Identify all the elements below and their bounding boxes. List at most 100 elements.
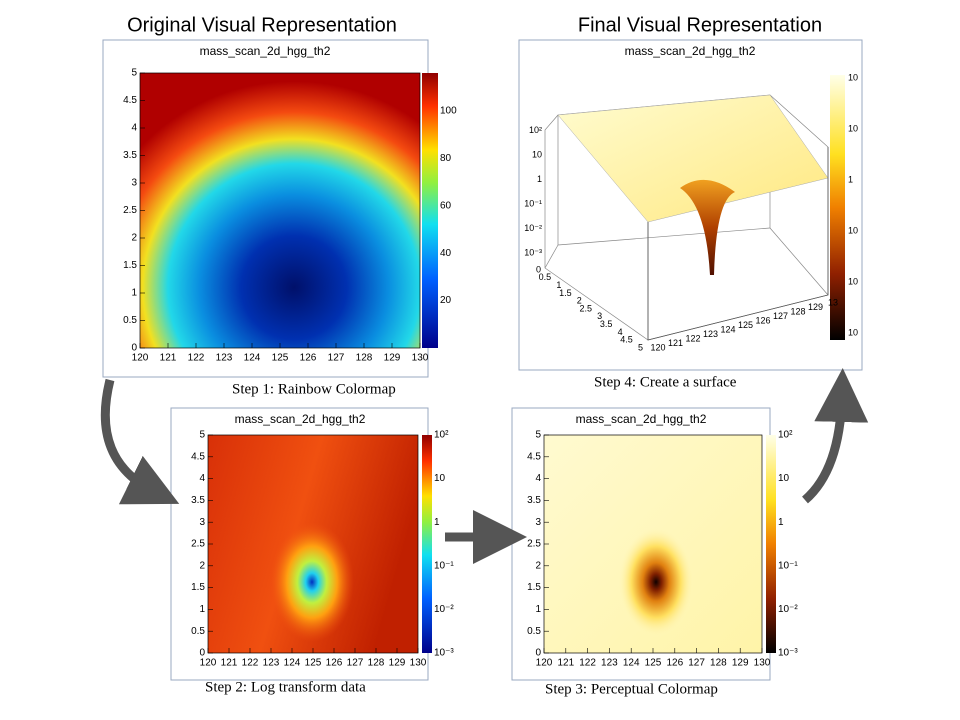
caption: Step 1: Rainbow Colormap	[232, 381, 396, 397]
colorbar	[830, 75, 845, 340]
x-tick-label: 127	[688, 658, 705, 669]
colorbar-label: 10	[778, 473, 790, 484]
colorbar-label: 10²	[778, 430, 793, 441]
y-tick-label: 4.5	[620, 335, 633, 345]
z-tick-label: 10²	[529, 125, 542, 135]
x-tick-label: 123	[263, 658, 280, 669]
panel-title: mass_scan_2d_hgg_th2	[235, 412, 366, 426]
colorbar-label: 10	[848, 123, 858, 133]
x-tick-label: 121	[160, 353, 177, 364]
y-tick-label: 1	[556, 280, 561, 290]
y-tick-label: 0	[535, 648, 541, 659]
colorbar-label: 10	[848, 225, 858, 235]
arrow	[801, 368, 869, 504]
heatmap	[140, 73, 420, 348]
x-tick-label: 120	[200, 658, 217, 669]
z-tick-label: 10⁻³	[524, 247, 542, 257]
colorbar-label: 1	[778, 517, 784, 528]
y-tick-label: 4.5	[123, 95, 137, 106]
colorbar-label: 10⁻³	[778, 648, 798, 659]
panel-title: mass_scan_2d_hgg_th2	[625, 44, 756, 58]
y-tick-label: 3.5	[600, 319, 613, 329]
x-tick-label: 127	[328, 353, 345, 364]
x-tick-label: 129	[732, 658, 749, 669]
y-tick-label: 1	[131, 288, 137, 299]
y-tick-label: 4.5	[191, 451, 205, 462]
colorbar-label: 10	[848, 72, 858, 82]
x-tick-label: 120	[536, 658, 553, 669]
colorbar-label: 1	[434, 517, 440, 528]
y-tick-label: 5	[638, 342, 643, 352]
x-tick-label: 120	[650, 342, 665, 352]
y-tick-label: 5	[199, 430, 205, 441]
y-tick-label: 2.5	[527, 539, 541, 550]
colorbar-label: 10	[434, 473, 446, 484]
labels: mass_scan_2d_hgg_th2 Step 1: Rainbow Colo…	[123, 44, 858, 697]
y-tick-label: 0	[131, 343, 137, 354]
x-tick-label: 124	[720, 324, 735, 334]
x-tick-label: 123	[216, 353, 233, 364]
box-front	[647, 147, 829, 341]
x-tick-label: 122	[579, 658, 596, 669]
panel-title: mass_scan_2d_hgg_th2	[200, 44, 331, 58]
caption: Step 2: Log transform data	[205, 679, 366, 695]
y-tick-label: 1	[535, 604, 541, 615]
colorbar-label: 10²	[434, 430, 449, 441]
caption: Step 3: Perceptual Colormap	[545, 681, 718, 697]
colorbar	[422, 435, 432, 653]
x-tick-label: 120	[132, 353, 149, 364]
x-tick-label: 130	[412, 353, 429, 364]
arrow	[100, 378, 180, 505]
y-tick-label: 4	[618, 327, 623, 337]
y-tick-label: 3.5	[191, 495, 205, 506]
y-tick-label: 1.5	[191, 582, 205, 593]
colorbar-label: 10⁻²	[434, 604, 454, 615]
x-tick-label: 126	[666, 658, 683, 669]
y-tick-label: 2	[577, 296, 582, 306]
colorbar-label: 100	[440, 106, 457, 117]
x-tick-label: 126	[755, 315, 770, 325]
y-tick-label: 4	[535, 473, 541, 484]
colorbar-label: 10⁻¹	[434, 560, 454, 571]
x-tick-label: 125	[272, 353, 289, 364]
colorbar-label: 10⁻¹	[778, 560, 798, 571]
x-tick-label: 121	[668, 338, 683, 348]
x-tick-label: 122	[242, 658, 259, 669]
y-tick-label: 5	[131, 68, 137, 79]
y-tick-label: 4	[131, 123, 137, 134]
colorbar-label: 10⁻²	[778, 604, 798, 615]
z-tick-label: 10⁻¹	[524, 198, 542, 208]
x-tick-label: 121	[221, 658, 238, 669]
x-tick-label: 124	[284, 658, 301, 669]
y-tick-label: 2.5	[123, 205, 137, 216]
z-tick-label: 1	[537, 174, 542, 184]
x-tick-label: 128	[710, 658, 727, 669]
x-tick-label: 129	[384, 353, 401, 364]
y-tick-label: 2.5	[579, 303, 592, 313]
x-tick-label: 121	[557, 658, 574, 669]
colorbar-label: 80	[440, 153, 452, 164]
x-tick-label: 128	[790, 306, 805, 316]
x-tick-label: 122	[188, 353, 205, 364]
x-tick-label: 128	[356, 353, 373, 364]
panel-title: mass_scan_2d_hgg_th2	[576, 412, 707, 426]
x-tick-label: 125	[305, 658, 322, 669]
y-tick-label: 2	[199, 560, 205, 571]
y-tick-label: 3	[131, 178, 137, 189]
x-tick-label: 126	[326, 658, 343, 669]
caption: Step 4: Create a surface	[594, 374, 737, 390]
colorbar-label: 20	[440, 295, 452, 306]
x-tick-label: 123	[601, 658, 618, 669]
x-tick-label: 125	[738, 320, 753, 330]
colorbar-label: 10	[848, 327, 858, 337]
x-tick-label: 130	[410, 658, 427, 669]
y-tick-label: 4.5	[527, 451, 541, 462]
heading: Original Visual Representation	[127, 14, 397, 36]
y-tick-label: 2	[535, 560, 541, 571]
x-tick-label: 129	[389, 658, 406, 669]
surface-spike	[680, 179, 735, 275]
y-tick-label: 3.5	[123, 150, 137, 161]
x-tick-label: 129	[808, 302, 823, 312]
x-tick-label: 124	[623, 658, 640, 669]
